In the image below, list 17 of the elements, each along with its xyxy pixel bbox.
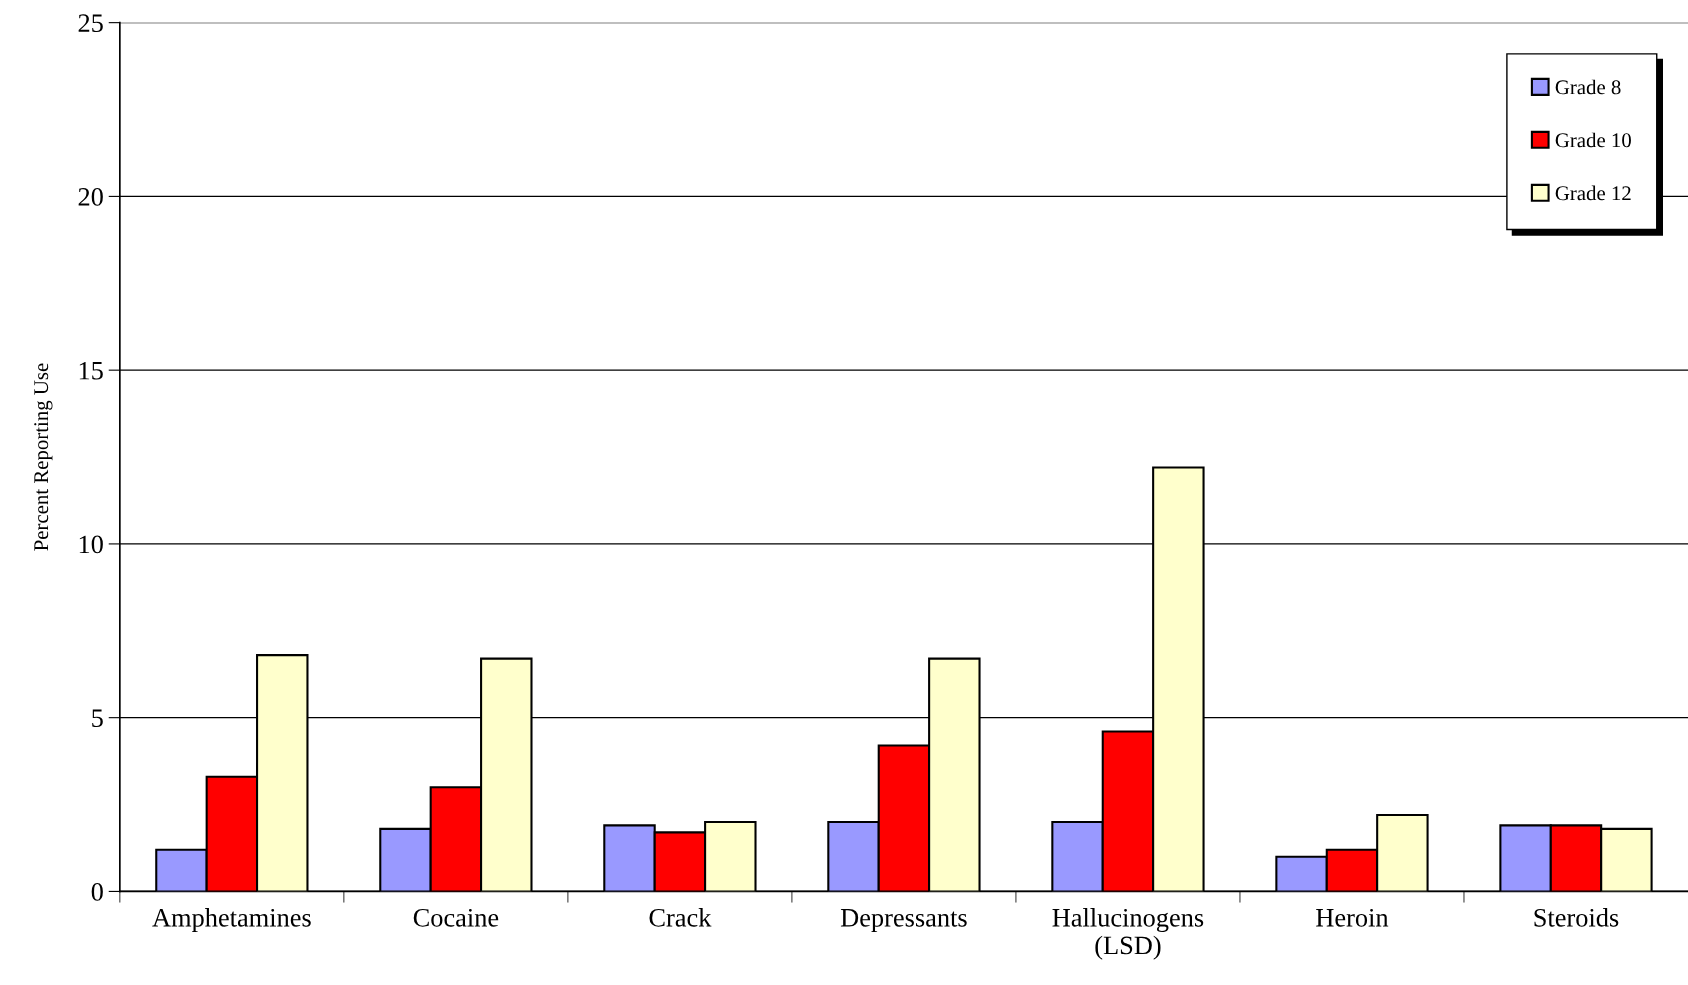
y-tick-label: 15 [79, 361, 103, 380]
y-tick-label: 25 [78, 14, 103, 33]
y-tick-label: 0 [91, 883, 103, 901]
y-tick-label: 10 [79, 535, 103, 554]
x-tick-label: Heroin [1316, 908, 1389, 927]
y-axis-title: Percent Reporting Use [34, 363, 53, 551]
x-tick-label: Crack [649, 908, 712, 927]
x-tick-label: Cocaine [413, 908, 499, 927]
x-tick-label: Hallucinogens (LSD) [1052, 908, 1204, 960]
y-tick-label: 5 [92, 709, 103, 728]
x-tick-label: Steroids [1534, 908, 1619, 927]
x-tick-label: Depressants [840, 909, 967, 933]
legend-label: Grade 12 [1555, 185, 1631, 201]
y-tick-label: 20 [78, 188, 103, 206]
x-tick-label: Amphetamines [152, 908, 311, 933]
legend-label: Grade 8 [1555, 79, 1621, 95]
legend-label: Grade 10 [1555, 132, 1631, 148]
